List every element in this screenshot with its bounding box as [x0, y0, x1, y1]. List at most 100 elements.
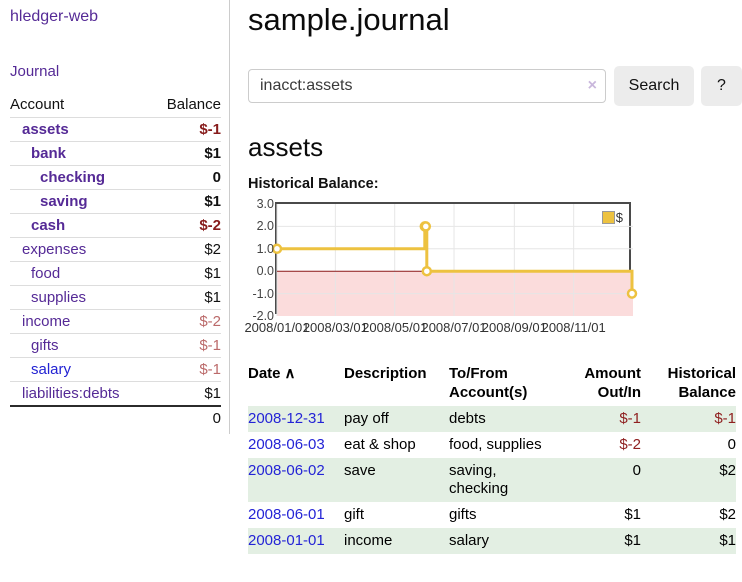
- account-row: checking 0: [10, 165, 221, 190]
- account-row: cash $-2: [10, 213, 221, 238]
- transaction-date-link[interactable]: 2008-06-03: [248, 436, 325, 453]
- account-balance: 0: [151, 165, 221, 190]
- y-axis-tick-label: 3.0: [256, 197, 274, 211]
- transaction-description: eat & shop: [344, 436, 416, 453]
- register-row[interactable]: 2008-06-03 eat & shop food, supplies $-2…: [248, 432, 736, 458]
- transaction-description: save: [344, 462, 376, 479]
- account-link-expenses[interactable]: expenses: [22, 241, 87, 258]
- transaction-description: pay off: [344, 410, 389, 427]
- y-axis-tick-label: -1.0: [252, 286, 274, 301]
- account-balance: $-1: [151, 357, 221, 382]
- account-row: bank $1: [10, 141, 221, 166]
- transaction-amount: $1: [624, 506, 641, 523]
- help-button[interactable]: ?: [701, 66, 742, 106]
- transaction-accounts: saving, checking: [449, 462, 509, 497]
- transaction-date-link[interactable]: 2008-12-31: [248, 410, 325, 427]
- accounts-table: Account Balance assets $-1 bank $1 check…: [10, 93, 221, 430]
- chart-plot-area: $: [271, 202, 638, 316]
- transaction-date-link[interactable]: 2008-06-02: [248, 462, 325, 479]
- account-link-supplies[interactable]: supplies: [31, 289, 87, 306]
- register-row[interactable]: 2008-06-02 save saving, checking 0 $2: [248, 458, 736, 502]
- transaction-description: income: [344, 532, 393, 549]
- register-row[interactable]: 2008-06-01 gift gifts $1 $2: [248, 502, 736, 528]
- accounts-col-account: Account: [10, 96, 65, 113]
- accounts-total-row: 0: [10, 405, 221, 430]
- historical-balance-chart: $ 3.0 2.0 1.0 0.0 -1.0 -2.0 2008/01/01 2008/03/…: [244, 197, 742, 340]
- transaction-accounts: food, supplies: [449, 436, 542, 453]
- accounts-header-row: Account Balance: [10, 93, 221, 118]
- register-row[interactable]: 2008-01-01 income salary $1 $1: [248, 528, 736, 554]
- x-axis-tick-label: 2008/07/01: [421, 320, 487, 335]
- x-axis-tick-label: 2008/09/01: [481, 320, 547, 335]
- account-link-cash[interactable]: cash: [31, 217, 66, 234]
- account-balance: $-2: [151, 213, 221, 238]
- search-input-wrapper: ×: [248, 69, 606, 103]
- account-row: expenses $2: [10, 237, 221, 262]
- main-content: sample.journal × Search ? assets Histori…: [244, 0, 742, 554]
- account-row: income $-2: [10, 309, 221, 334]
- transaction-balance: $1: [719, 532, 736, 549]
- transaction-accounts: salary: [449, 532, 490, 549]
- register-col-description: Description: [344, 365, 427, 382]
- account-row: food $1: [10, 261, 221, 286]
- register-header-row: Date ∧ Description To/From Account(s) Amo…: [248, 362, 736, 406]
- transaction-accounts: gifts: [449, 506, 477, 523]
- account-row: assets $-1: [10, 117, 221, 142]
- transaction-balance: $2: [719, 462, 736, 479]
- transaction-amount: $-1: [619, 410, 641, 427]
- account-balance: $1: [151, 381, 221, 406]
- x-axis-tick-label: 2008/11/01: [541, 320, 606, 335]
- register-col-accounts: To/From Account(s): [449, 365, 528, 401]
- transaction-date-link[interactable]: 2008-01-01: [248, 532, 325, 549]
- account-balance: $1: [151, 141, 221, 166]
- account-row: liabilities:debts $1: [10, 381, 221, 406]
- account-balance: $1: [151, 261, 221, 286]
- transaction-description: gift: [344, 506, 365, 523]
- transaction-date-link[interactable]: 2008-06-01: [248, 506, 325, 523]
- account-balance: $1: [151, 285, 221, 310]
- account-balance: $-1: [151, 117, 221, 142]
- register-row[interactable]: 2008-12-31 pay off debts $-1 $-1: [248, 406, 736, 432]
- chart-title: Historical Balance:: [248, 176, 379, 192]
- account-balance: $1: [151, 189, 221, 214]
- sort-asc-icon: ∧: [284, 365, 296, 382]
- account-link-bank[interactable]: bank: [31, 145, 67, 162]
- account-link-checking[interactable]: checking: [40, 169, 106, 186]
- x-axis-tick-label: 2008/03/01: [302, 320, 368, 335]
- app-brand-link[interactable]: hledger-web: [10, 8, 99, 25]
- account-link-income[interactable]: income: [22, 313, 71, 330]
- sidebar-item-journal[interactable]: Journal: [10, 63, 60, 80]
- register-col-amount: Amount Out/In: [584, 365, 641, 401]
- legend-label: $: [615, 210, 623, 225]
- account-link-liabilities-debts[interactable]: liabilities:debts: [22, 385, 120, 402]
- x-axis-tick-label: 2008/01/01: [244, 320, 310, 335]
- account-row: supplies $1: [10, 285, 221, 310]
- transaction-amount: $-2: [619, 436, 641, 453]
- transaction-balance: $-1: [714, 410, 736, 427]
- transaction-balance: $2: [719, 506, 736, 523]
- search-button[interactable]: Search: [614, 66, 694, 106]
- account-row: gifts $-1: [10, 333, 221, 358]
- x-axis-tick-label: 2008/05/01: [362, 320, 428, 335]
- accounts-col-balance: Balance: [166, 96, 221, 113]
- transaction-balance: 0: [727, 436, 736, 453]
- account-link-food[interactable]: food: [31, 265, 61, 282]
- register-col-date[interactable]: Date ∧: [248, 365, 296, 382]
- account-heading: assets: [248, 132, 324, 162]
- account-row: saving $1: [10, 189, 221, 214]
- chart-svg: [271, 204, 638, 316]
- page-title: sample.journal: [248, 2, 450, 37]
- accounts-total-value: 0: [151, 405, 221, 430]
- account-link-salary[interactable]: salary: [31, 361, 72, 378]
- transaction-amount: 0: [632, 462, 641, 479]
- y-axis-tick-label: 1.0: [256, 241, 274, 256]
- account-balance: $2: [151, 237, 221, 262]
- legend-swatch-icon: [601, 211, 615, 224]
- account-link-gifts[interactable]: gifts: [31, 337, 59, 354]
- transaction-amount: $1: [624, 532, 641, 549]
- clear-search-icon[interactable]: ×: [587, 77, 597, 94]
- account-link-assets[interactable]: assets: [22, 121, 69, 138]
- account-link-saving[interactable]: saving: [40, 193, 88, 210]
- search-input[interactable]: [248, 69, 606, 103]
- sidebar: hledger-web Journal Account Balance asse…: [0, 0, 230, 434]
